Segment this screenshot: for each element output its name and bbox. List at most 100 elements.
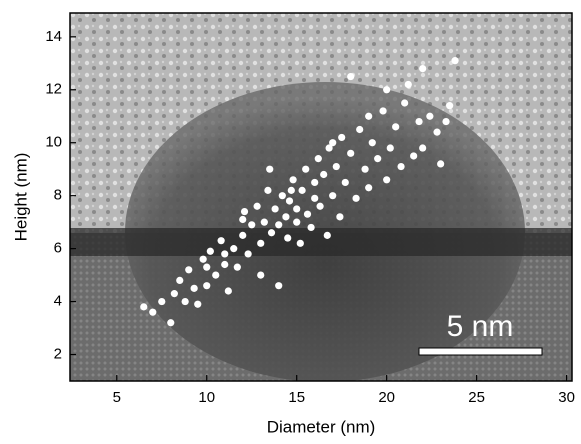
point: [293, 205, 301, 213]
point: [194, 300, 202, 308]
y-tick-label: 14: [45, 28, 62, 45]
point: [206, 247, 214, 255]
point: [426, 112, 434, 120]
x-tick-label: 20: [378, 389, 395, 406]
point: [199, 255, 207, 263]
point: [221, 260, 229, 269]
point: [437, 160, 445, 168]
point: [203, 263, 211, 271]
point: [442, 117, 450, 126]
point: [325, 144, 333, 152]
x-tick-label: 30: [558, 389, 575, 406]
point: [298, 186, 306, 194]
point: [257, 239, 265, 247]
point: [397, 162, 405, 171]
point: [316, 202, 324, 210]
point: [282, 213, 290, 221]
point: [341, 178, 349, 187]
point: [303, 210, 312, 218]
point: [419, 144, 427, 152]
point: [401, 99, 409, 107]
point: [248, 221, 256, 229]
point: [410, 152, 418, 160]
point: [284, 234, 292, 242]
y-tick-label: 2: [54, 345, 62, 362]
point: [233, 263, 241, 271]
point: [307, 223, 315, 232]
point: [212, 271, 220, 279]
point: [314, 155, 322, 163]
point: [338, 133, 346, 142]
point: [323, 231, 331, 239]
x-tick-label: 15: [288, 389, 305, 406]
point: [356, 125, 364, 134]
point: [392, 123, 400, 131]
point: [365, 184, 373, 192]
point: [271, 205, 279, 213]
point: [158, 297, 166, 306]
point: [260, 218, 268, 226]
point: [347, 149, 355, 157]
point: [329, 139, 337, 147]
point: [253, 202, 261, 210]
point: [320, 170, 328, 179]
x-tick-label: 25: [468, 389, 485, 406]
point: [419, 64, 427, 73]
point: [386, 144, 394, 152]
point: [446, 102, 454, 110]
point: [239, 215, 247, 224]
point: [336, 213, 344, 221]
point: [230, 245, 238, 253]
point: [217, 237, 225, 245]
point: [311, 178, 319, 187]
point: [275, 282, 283, 290]
point: [176, 276, 184, 284]
x-tick-label: 5: [113, 389, 121, 406]
y-tick-label: 10: [45, 134, 62, 151]
point: [302, 165, 310, 173]
point: [239, 231, 247, 239]
point: [170, 290, 178, 298]
y-tick-label: 8: [54, 187, 62, 204]
plot-frame: [69, 12, 573, 382]
point: [404, 80, 412, 89]
point: [347, 72, 355, 81]
point: [433, 128, 441, 136]
point: [311, 194, 319, 202]
y-tick-label: 4: [54, 293, 62, 310]
point: [365, 112, 373, 120]
point: [329, 192, 337, 200]
point: [240, 207, 249, 216]
point: [352, 194, 360, 202]
y-tick-label: 12: [45, 81, 62, 98]
scale-bar: [418, 347, 543, 356]
point: [224, 287, 232, 295]
point: [361, 165, 369, 173]
point: [296, 239, 304, 247]
point: [293, 218, 301, 226]
point: [203, 282, 211, 290]
point: [332, 162, 340, 171]
point: [383, 176, 391, 184]
point: [181, 297, 189, 306]
point: [167, 319, 175, 327]
y-tick-label: 6: [54, 240, 62, 257]
point: [267, 229, 276, 237]
point: [374, 155, 382, 163]
point: [278, 192, 286, 200]
point: [451, 57, 459, 65]
point: [244, 250, 252, 258]
point: [289, 176, 297, 184]
point: [190, 284, 198, 292]
scale-label: 5 nm: [447, 310, 514, 343]
y-axis-label: Height (nm): [11, 153, 30, 242]
x-axis-label: Diameter (nm): [267, 417, 376, 436]
point: [266, 165, 274, 173]
point: [185, 266, 193, 274]
point: [379, 107, 387, 115]
point: [140, 303, 148, 311]
point: [264, 186, 272, 194]
point: [221, 250, 229, 258]
point: [275, 221, 283, 229]
